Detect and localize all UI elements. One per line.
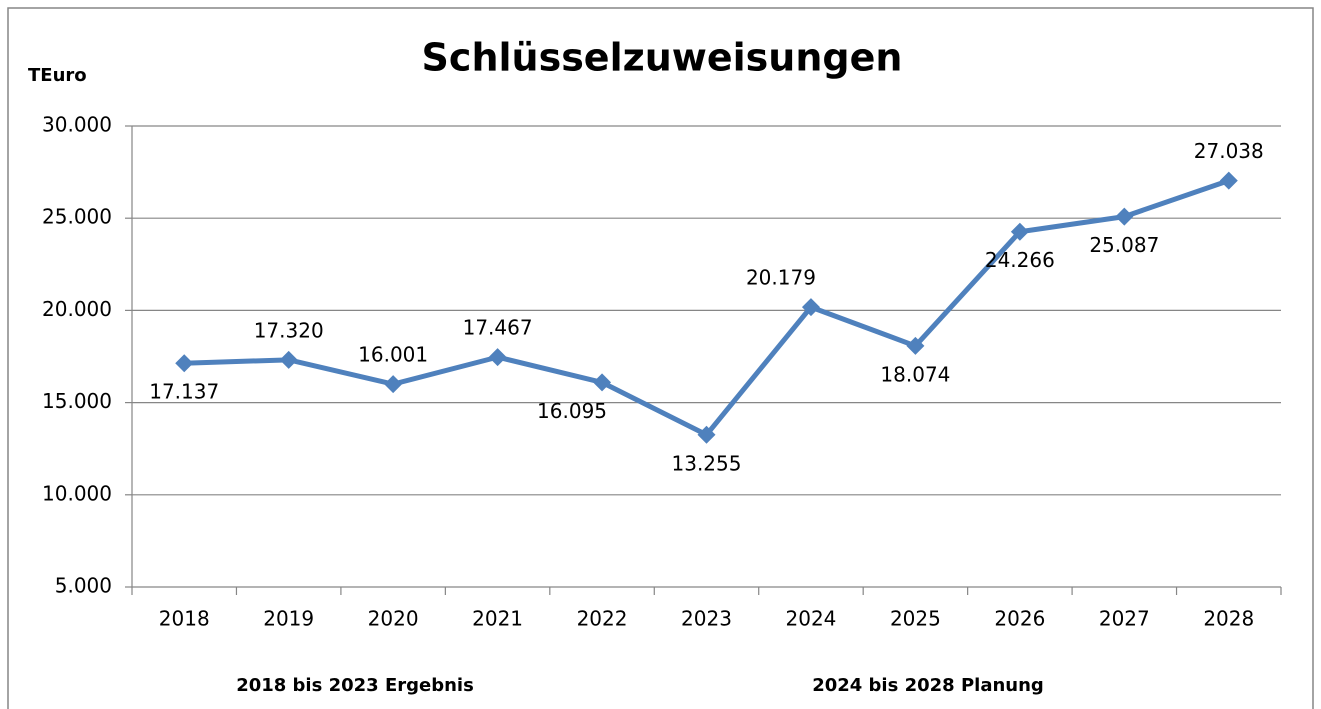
data-label: 20.179 <box>746 266 816 290</box>
x-tick-label: 2019 <box>263 607 314 631</box>
y-tick-label: 25.000 <box>42 205 112 229</box>
data-label: 25.087 <box>1089 233 1159 257</box>
marker <box>593 373 612 392</box>
x-tick-label: 2024 <box>786 607 837 631</box>
marker <box>697 425 716 444</box>
x-tick-label: 2028 <box>1203 607 1254 631</box>
marker <box>384 375 403 394</box>
data-label: 27.038 <box>1194 139 1264 163</box>
marker <box>801 298 820 317</box>
data-label: 17.320 <box>254 318 324 342</box>
x-tick-label: 2023 <box>681 607 732 631</box>
data-label: 24.266 <box>985 248 1055 272</box>
chart-title: Schlüsselzuweisungen <box>422 36 903 80</box>
y-tick-label: 15.000 <box>42 389 112 413</box>
x-tick-label: 2020 <box>368 607 419 631</box>
x-tick-label: 2021 <box>472 607 523 631</box>
marker <box>279 350 298 369</box>
data-label: 16.095 <box>537 399 607 423</box>
y-tick-label: 20.000 <box>42 297 112 321</box>
data-label: 17.137 <box>149 380 219 404</box>
data-label: 16.001 <box>358 343 428 367</box>
marker <box>1219 171 1238 190</box>
y-tick-label: 30.000 <box>42 113 112 137</box>
marker <box>175 354 194 373</box>
data-label: 17.467 <box>463 316 533 340</box>
y-tick-label: 10.000 <box>42 481 112 505</box>
x-tick-label: 2027 <box>1099 607 1150 631</box>
annotation: 2018 bis 2023 Ergebnis <box>236 675 474 696</box>
y-axis-label: TEuro <box>28 65 87 86</box>
marker <box>1010 222 1029 241</box>
marker <box>906 336 925 355</box>
y-tick-label: 5.000 <box>55 574 112 598</box>
data-label: 18.074 <box>880 362 950 386</box>
data-label: 13.255 <box>672 451 742 475</box>
x-tick-label: 2025 <box>890 607 941 631</box>
marker <box>1115 207 1134 226</box>
chart-frame <box>7 7 1314 709</box>
x-tick-label: 2022 <box>577 607 628 631</box>
annotation: 2024 bis 2028 Planung <box>812 675 1044 696</box>
x-tick-label: 2026 <box>994 607 1045 631</box>
x-tick-label: 2018 <box>159 607 210 631</box>
marker <box>488 348 507 367</box>
